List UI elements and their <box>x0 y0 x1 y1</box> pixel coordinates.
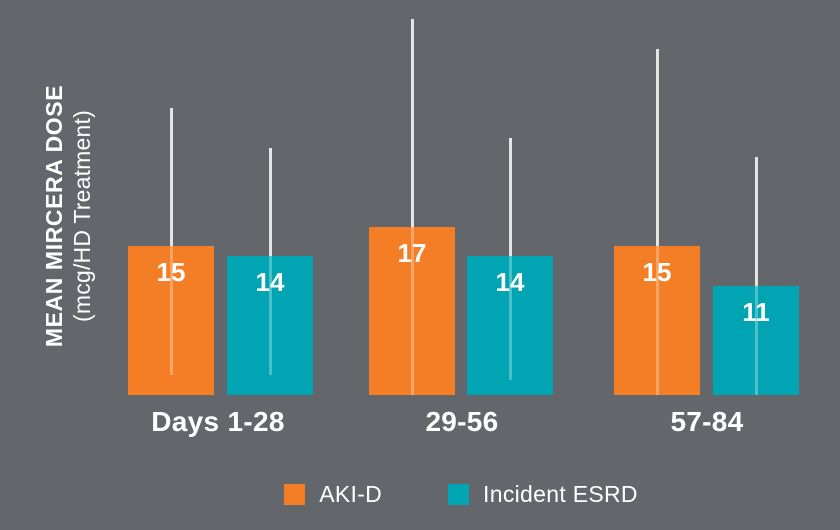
bar-value-label: 17 <box>397 238 427 268</box>
legend-label: AKI-D <box>319 481 383 507</box>
error-bar-lower <box>754 286 758 395</box>
bar-aki-d: 15 <box>128 246 214 395</box>
bar-aki-d: 17 <box>369 227 455 395</box>
x-axis-label: 57-84 <box>670 406 744 437</box>
error-bar-lower <box>268 256 272 375</box>
legend-label: Incident ESRD <box>483 481 638 507</box>
error-bar-lower <box>169 246 173 375</box>
bar-value-label: 15 <box>642 257 672 287</box>
error-bar-lower <box>410 227 414 395</box>
error-bar-lower <box>655 246 659 395</box>
x-axis-label: 29-56 <box>425 406 499 437</box>
bar-incident-esrd: 14 <box>227 256 313 395</box>
y-axis-label: MEAN MIRCERA DOSE (mcg/HD Treatment) <box>40 85 96 347</box>
bar-value-label: 15 <box>156 257 186 287</box>
error-bar-upper <box>754 157 758 286</box>
error-bar-upper <box>268 148 272 256</box>
error-bar-upper <box>410 19 414 227</box>
bar-value-label: 14 <box>255 267 285 297</box>
y-axis-label-line1: MEAN MIRCERA DOSE <box>41 84 67 348</box>
legend-swatch-incident-esrd <box>448 484 470 505</box>
legend-swatch-aki-d <box>284 484 306 505</box>
error-bar-lower <box>508 256 512 380</box>
bar-value-label: 11 <box>742 297 770 327</box>
bar-aki-d: 15 <box>614 246 700 395</box>
bar-incident-esrd: 14 <box>467 256 553 395</box>
error-bar-upper <box>655 49 659 246</box>
bar-incident-esrd: 11 <box>713 286 799 395</box>
legend-item-incident-esrd: Incident ESRD <box>448 481 638 508</box>
legend-item-aki-d: AKI-D <box>284 481 382 508</box>
y-axis-label-line2: (mcg/HD Treatment) <box>69 110 95 322</box>
bar-value-label: 14 <box>495 267 525 297</box>
legend: AKI-D Incident ESRD <box>0 481 840 508</box>
error-bar-upper <box>508 138 512 256</box>
error-bar-upper <box>169 108 173 246</box>
x-axis-label: Days 1-28 <box>151 406 285 437</box>
